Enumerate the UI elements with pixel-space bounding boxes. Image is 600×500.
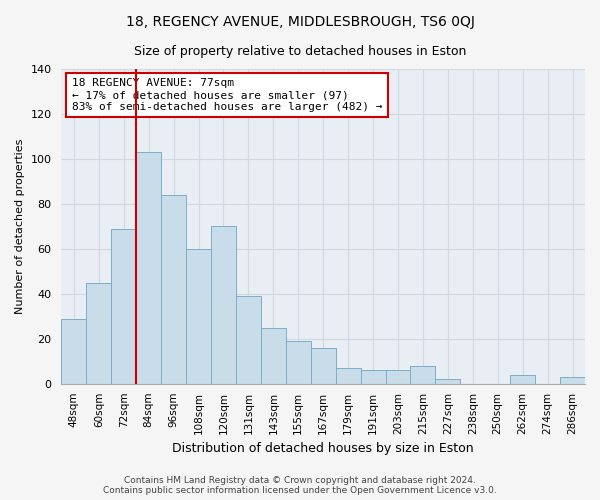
Bar	[510, 375, 535, 384]
Text: Contains HM Land Registry data © Crown copyright and database right 2024.
Contai: Contains HM Land Registry data © Crown c…	[103, 476, 497, 495]
Bar	[436, 380, 460, 384]
Bar	[136, 152, 161, 384]
Bar	[410, 366, 436, 384]
Bar	[261, 328, 286, 384]
Bar	[386, 370, 410, 384]
Text: 18 REGENCY AVENUE: 77sqm
← 17% of detached houses are smaller (97)
83% of semi-d: 18 REGENCY AVENUE: 77sqm ← 17% of detach…	[72, 78, 382, 112]
Bar	[186, 249, 211, 384]
Bar	[61, 318, 86, 384]
Bar	[311, 348, 335, 384]
Bar	[335, 368, 361, 384]
Y-axis label: Number of detached properties: Number of detached properties	[15, 139, 25, 314]
Bar	[560, 377, 585, 384]
Bar	[361, 370, 386, 384]
Text: 18, REGENCY AVENUE, MIDDLESBROUGH, TS6 0QJ: 18, REGENCY AVENUE, MIDDLESBROUGH, TS6 0…	[125, 15, 475, 29]
Text: Size of property relative to detached houses in Eston: Size of property relative to detached ho…	[134, 45, 466, 58]
Bar	[286, 341, 311, 384]
Bar	[236, 296, 261, 384]
X-axis label: Distribution of detached houses by size in Eston: Distribution of detached houses by size …	[172, 442, 474, 455]
Bar	[161, 195, 186, 384]
Bar	[211, 226, 236, 384]
Bar	[111, 228, 136, 384]
Bar	[86, 282, 111, 384]
